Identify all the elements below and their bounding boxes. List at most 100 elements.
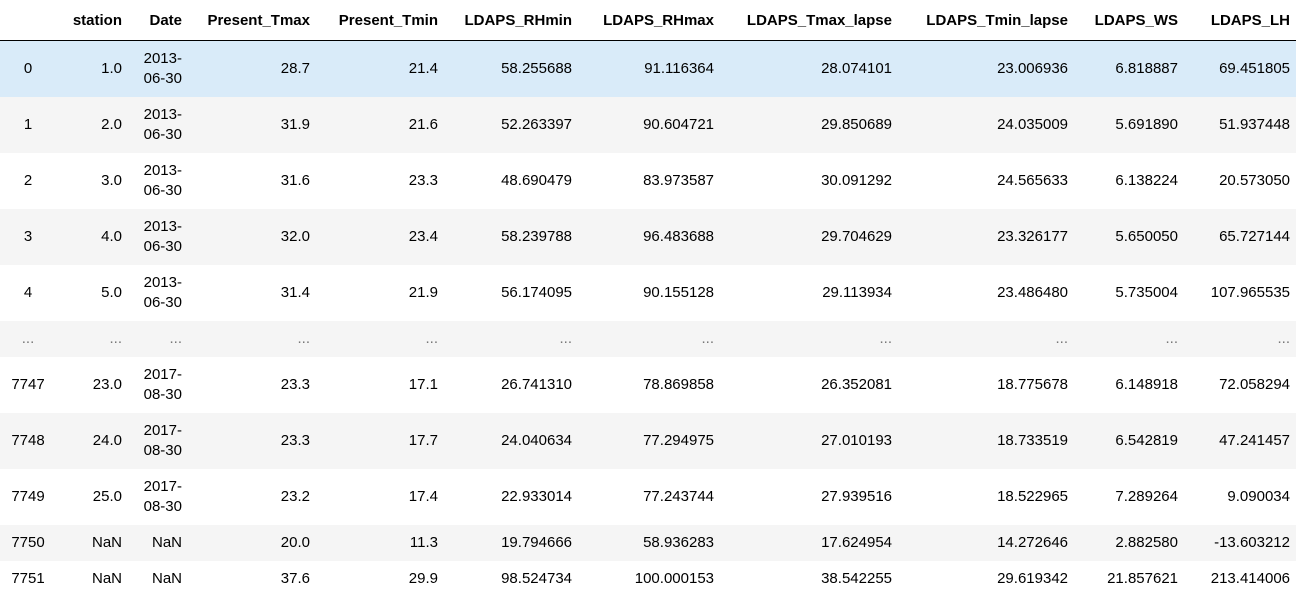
cell-ldaps-rhmin: ...	[559, 330, 572, 347]
cell-date: 2013- 06-30	[128, 97, 188, 153]
cell-ldaps-ws: ...	[1165, 330, 1178, 347]
cell-ldaps-ws: 2.882580	[1115, 534, 1178, 551]
date-part: 08-30	[143, 497, 182, 515]
date-part: 2013-	[143, 161, 182, 179]
cell-ldaps-rhmin: 48.690479	[501, 172, 572, 189]
cell-ldaps-lh: 47.241457	[1219, 432, 1290, 449]
cell-station: NaN	[91, 534, 122, 551]
index-header	[0, 0, 56, 41]
cell-date: 2017- 08-30	[128, 357, 188, 413]
cell-ldaps-rhmax: 78.869858	[643, 376, 714, 393]
cell-present-tmin: 21.6	[408, 116, 438, 133]
table-header: station Date Present_Tmax Present_Tmin L…	[0, 0, 1296, 41]
date-part: 2017-	[143, 421, 182, 439]
cell-present-tmax: 31.4	[280, 284, 310, 301]
cell-present-tmin: 21.4	[408, 60, 438, 78]
cell-present-tmax: 23.3	[280, 432, 310, 449]
cell-ldaps-rhmax: 96.483688	[643, 228, 714, 245]
cell-station: 5.0	[101, 284, 122, 301]
table-body: 0 1.0 2013- 06-30 28.7 21.4 58.255688 91.…	[0, 40, 1296, 597]
cell-present-tmin: ...	[425, 330, 438, 347]
cell-date: 2017- 08-30	[128, 469, 188, 525]
ellipsis-row: ... ... ... ... ... ... ... ... ... ... …	[0, 320, 1296, 357]
cell-present-tmin: 23.4	[408, 228, 438, 245]
cell-ldaps-tmin-lapse: 24.565633	[997, 172, 1068, 189]
cell-ldaps-lh: 69.451805	[1219, 60, 1290, 78]
cell-present-tmin: 17.1	[408, 376, 438, 393]
table-row: 7749 25.0 2017- 08-30 23.2 17.4 22.933014…	[0, 468, 1296, 525]
cell-ldaps-tmin-lapse: 24.035009	[997, 116, 1068, 133]
cell-station: 3.0	[101, 172, 122, 189]
cell-ldaps-lh: ...	[1277, 330, 1290, 347]
cell-present-tmax: 32.0	[280, 228, 310, 245]
cell-station: 2.0	[101, 116, 122, 133]
cell-ldaps-tmin-lapse: 18.522965	[997, 488, 1068, 505]
cell-ldaps-ws: 5.650050	[1115, 228, 1178, 245]
cell-ldaps-rhmin: 58.255688	[501, 60, 572, 78]
cell-ldaps-tmax-lapse: 29.850689	[821, 116, 892, 133]
cell-ldaps-tmax-lapse: 29.704629	[821, 228, 892, 245]
cell-ldaps-tmax-lapse: 26.352081	[821, 376, 892, 393]
cell-present-tmin: 17.7	[408, 432, 438, 449]
cell-present-tmin: 23.3	[408, 172, 438, 189]
date-part: 2013-	[143, 105, 182, 123]
cell-ldaps-tmin-lapse: ...	[1055, 330, 1068, 347]
cell-ldaps-tmin-lapse: 18.733519	[997, 432, 1068, 449]
table-row: 2 3.0 2013- 06-30 31.6 23.3 48.690479 83.…	[0, 152, 1296, 209]
column-header-ldaps-rhmin: LDAPS_RHmin	[444, 0, 578, 41]
row-index: ...	[21, 330, 35, 347]
cell-date: 2013- 06-30	[128, 265, 188, 321]
date-part: 06-30	[143, 293, 182, 311]
column-header-station: station	[56, 0, 128, 41]
row-index: 7747	[11, 376, 45, 393]
row-index: 2	[23, 172, 33, 189]
cell-present-tmin: 17.4	[408, 488, 438, 505]
table-row: 1 2.0 2013- 06-30 31.9 21.6 52.263397 90.…	[0, 96, 1296, 153]
table-row: 7750 NaN NaN 20.0 11.3 19.794666 58.9362…	[0, 524, 1296, 561]
date-part: 2013-	[143, 273, 182, 291]
cell-present-tmax: 23.3	[280, 376, 310, 393]
cell-ldaps-tmax-lapse: 30.091292	[821, 172, 892, 189]
cell-ldaps-rhmin: 52.263397	[501, 116, 572, 133]
cell-ldaps-ws: 6.542819	[1115, 432, 1178, 449]
cell-ldaps-rhmin: 19.794666	[501, 534, 572, 551]
table-row: 0 1.0 2013- 06-30 28.7 21.4 58.255688 91.…	[0, 40, 1296, 97]
table-row: 7748 24.0 2017- 08-30 23.3 17.7 24.040634…	[0, 412, 1296, 469]
cell-ldaps-lh: -13.603212	[1214, 534, 1290, 551]
cell-present-tmax: 37.6	[280, 570, 310, 587]
cell-ldaps-rhmax: 90.155128	[643, 284, 714, 301]
column-header-present-tmin: Present_Tmin	[316, 0, 444, 41]
cell-present-tmax: ...	[297, 330, 310, 347]
cell-ldaps-tmin-lapse: 23.006936	[997, 60, 1068, 78]
row-index: 1	[23, 116, 33, 133]
row-index: 7751	[11, 570, 45, 587]
date-part: 06-30	[143, 125, 182, 143]
row-index: 0	[23, 60, 33, 78]
cell-ldaps-tmax-lapse: 27.010193	[821, 432, 892, 449]
cell-ldaps-rhmin: 56.174095	[501, 284, 572, 301]
cell-station: 24.0	[92, 432, 122, 449]
cell-ldaps-rhmax: 91.116364	[644, 60, 714, 78]
date-part: 2013-	[143, 217, 182, 235]
cell-ldaps-rhmin: 24.040634	[501, 432, 572, 449]
cell-station: 1.0	[101, 60, 122, 78]
date-part: 06-30	[143, 69, 182, 87]
column-header-ldaps-lh: LDAPS_LH	[1184, 0, 1296, 41]
cell-present-tmax: 31.9	[280, 116, 310, 133]
cell-ldaps-ws: 6.138224	[1115, 172, 1178, 189]
cell-ldaps-ws: 6.148918	[1115, 376, 1178, 393]
cell-ldaps-lh: 213.414006	[1210, 570, 1290, 587]
cell-date: NaN	[151, 570, 182, 587]
row-index: 7749	[11, 488, 45, 505]
date-part: 06-30	[143, 237, 182, 255]
cell-ldaps-ws: 21.857621	[1107, 570, 1178, 587]
cell-ldaps-ws: 7.289264	[1115, 488, 1178, 505]
row-index: 4	[23, 284, 33, 301]
cell-ldaps-rhmax: ...	[701, 330, 714, 347]
table-row: 3 4.0 2013- 06-30 32.0 23.4 58.239788 96.…	[0, 208, 1296, 265]
cell-ldaps-tmax-lapse: 27.939516	[821, 488, 892, 505]
cell-ldaps-lh: 72.058294	[1219, 376, 1290, 393]
cell-date: 2013- 06-30	[128, 41, 188, 97]
cell-station: ...	[109, 330, 122, 347]
cell-ldaps-rhmax: 90.604721	[643, 116, 714, 133]
